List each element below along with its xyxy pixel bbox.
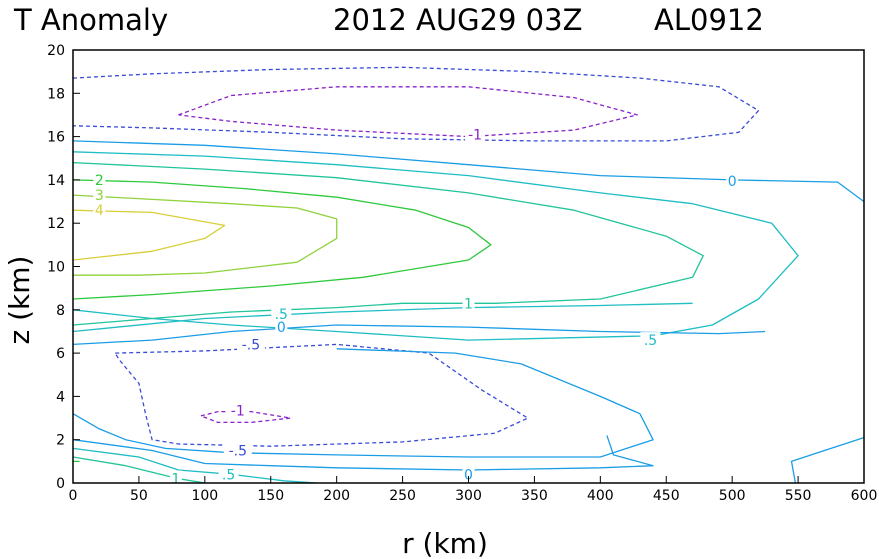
y-tick-label: 16: [47, 130, 65, 146]
contour-label-bg: [93, 187, 106, 203]
y-tick-label: 14: [47, 173, 65, 189]
contour-line: [114, 343, 529, 447]
contour-line: [72, 140, 865, 203]
chart-subtitle: 2012 AUG29 03Z: [333, 3, 582, 37]
contour-label: 0: [464, 467, 473, 483]
contour-line: [72, 179, 492, 300]
y-tick-label: 6: [56, 346, 65, 362]
x-tick-label: 600: [851, 488, 878, 504]
contour-line: [72, 194, 338, 276]
contour-label-bg: [726, 172, 739, 188]
y-tick-label: 0: [56, 476, 65, 492]
contour-label-bg: [93, 202, 106, 218]
contour-label: 0: [277, 320, 286, 336]
contour-label: -1: [468, 127, 482, 143]
contour-line: [72, 66, 760, 142]
chart-title: T Anomaly: [13, 3, 168, 37]
contour-label: 2: [95, 173, 104, 189]
y-tick-label: 12: [47, 216, 65, 232]
contour-label-bg: [275, 319, 288, 335]
y-tick-label: 10: [47, 260, 65, 276]
contour-line: [72, 348, 654, 458]
x-axis-ticks: 0 50 100 150 200 250 300 350 400 450 500 550 600: [69, 476, 878, 504]
contour-lines: [72, 66, 865, 484]
y-tick-label: 18: [47, 86, 65, 102]
y-tick-label: 4: [56, 389, 65, 405]
x-tick-label: 50: [130, 488, 148, 504]
contour-line: [72, 324, 766, 346]
contour-line: [72, 302, 693, 333]
x-tick-label: 450: [653, 488, 680, 504]
y-axis-title: z (km): [3, 256, 36, 345]
x-tick-label: 200: [323, 488, 350, 504]
x-tick-label: 300: [455, 488, 482, 504]
contour-label-bg: [169, 470, 182, 486]
contour-line: [72, 435, 654, 471]
contour-label-bg: [271, 306, 292, 322]
contour-label-bg: [227, 402, 248, 418]
x-tick-label: 400: [587, 488, 614, 504]
contour-label: .5: [644, 333, 657, 349]
contour-label-bg: [236, 336, 265, 352]
contour-line: [790, 436, 865, 484]
y-axis-ticks: 0 2 4 6 8 10 12 14 16 18 20: [47, 43, 80, 492]
contour-line: [178, 86, 638, 138]
contour-line: [72, 456, 205, 484]
contour-label-bg: [93, 171, 106, 187]
contour-label: -1: [231, 403, 245, 419]
plot-frame: [72, 49, 865, 484]
y-tick-label: 2: [56, 433, 65, 449]
contour-label: .5: [222, 467, 235, 483]
contour-label-bg: [223, 442, 252, 458]
contour-label-bg: [462, 295, 475, 311]
x-tick-label: 100: [191, 488, 218, 504]
contour-label: -.5: [229, 444, 247, 460]
contour-label: 1: [171, 472, 180, 488]
x-tick-label: 0: [69, 488, 78, 504]
contour-label: -.5: [242, 337, 260, 353]
x-tick-label: 250: [389, 488, 416, 504]
chart-storm-id: AL0912: [654, 3, 764, 37]
x-tick-label: 150: [257, 488, 284, 504]
contour-label-bg: [640, 332, 661, 348]
contour-line: [200, 410, 292, 424]
x-axis-title: r (km): [402, 527, 488, 559]
contour-line: [72, 151, 799, 341]
contour-line: [72, 447, 317, 484]
x-tick-label: 500: [719, 488, 746, 504]
contour-label: 3: [95, 188, 104, 204]
y-tick-label: 20: [47, 43, 65, 59]
x-tick-label: 350: [521, 488, 548, 504]
contour-label: 1: [464, 296, 473, 312]
contour-label-bg: [462, 466, 475, 482]
contour-label-bg: [465, 126, 486, 142]
x-tick-label: 550: [785, 488, 812, 504]
contour-label: 0: [728, 174, 737, 190]
contour-label-bg: [218, 466, 239, 482]
contour-line: [72, 209, 226, 261]
contour-line: [72, 161, 704, 326]
contour-label: 4: [95, 203, 104, 219]
y-tick-label: 8: [56, 303, 65, 319]
contour-label: .5: [275, 307, 288, 323]
